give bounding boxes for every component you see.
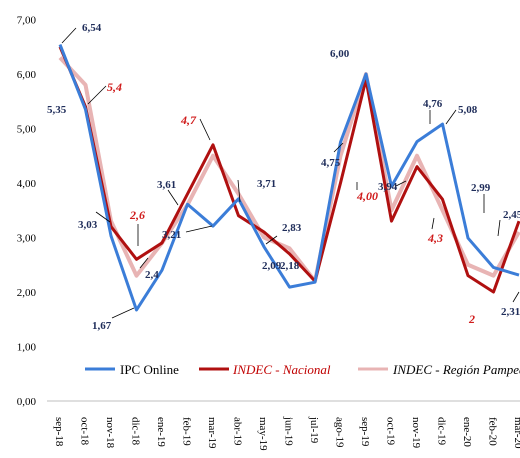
y-tick-label: 4,00: [17, 178, 37, 190]
data-label: 3,71: [257, 178, 276, 190]
x-tick-label: feb-19: [181, 417, 193, 446]
legend-label-indec-nacional: INDEC - Nacional: [232, 362, 331, 377]
data-label: 2,83: [282, 222, 302, 234]
series-line-indec-pampeana: [58, 56, 520, 284]
x-tick-label: dic-19: [436, 417, 448, 446]
x-tick-label: nov-18: [104, 417, 116, 449]
series-lines: [58, 44, 520, 312]
data-label: 4,75: [321, 157, 341, 169]
data-label-leader: [265, 235, 278, 245]
y-tick-label: 6,00: [17, 69, 37, 81]
data-label-leader: [333, 142, 344, 153]
x-tick-label: mar-20: [512, 417, 520, 449]
data-label-leader: [95, 211, 111, 223]
x-tick-label: dic-18: [130, 417, 142, 446]
x-tick-label: jun-19: [283, 416, 295, 446]
data-label: 2,4: [145, 269, 159, 281]
data-label: 4,3: [427, 231, 443, 245]
x-tick-label: ene-19: [155, 417, 167, 447]
data-label: 6,00: [330, 48, 350, 60]
data-label-leader: [512, 291, 520, 303]
y-axis: 0,00 1,00 2,00 3,00 4,00 5,00 6,00 7,00: [17, 15, 37, 409]
data-labels: 6,54 5,35 5,4 3,03 2,6 1,67 2,4 3,61 3,21 4,7 3,71…: [47, 22, 520, 332]
data-label: 5,08: [458, 104, 478, 116]
series-line-ipc-online: [58, 44, 520, 312]
data-label: 3,21: [162, 229, 181, 241]
data-label: 5,4: [107, 80, 122, 94]
y-tick-label: 2,00: [17, 287, 37, 299]
x-tick-label: abr-19: [232, 417, 244, 446]
data-label-leader: [111, 307, 135, 319]
data-label: 2,09: [262, 260, 282, 272]
x-axis: sep-18 oct-18 nov-18 dic-18 ene-19 feb-19 mar-…: [47, 400, 520, 451]
x-tick-label: mar-19: [206, 417, 218, 449]
y-tick-label: 3,00: [17, 233, 37, 245]
data-label: 4,00: [356, 189, 378, 203]
data-label: 3,61: [157, 179, 176, 191]
data-label: 4,7: [180, 113, 197, 127]
x-tick-label: ene-20: [461, 417, 473, 447]
data-label: 2,18: [280, 260, 300, 272]
data-label-leader: [237, 179, 241, 203]
data-label: 2,31: [501, 306, 520, 318]
y-tick-label: 1,00: [17, 342, 37, 354]
data-label-leader: [87, 85, 107, 105]
data-label: 6,54: [82, 22, 102, 34]
legend-label-indec-pampeana: INDEC - Región Pampeana: [392, 362, 520, 377]
y-tick-label: 5,00: [17, 124, 37, 136]
data-label-leader: [61, 27, 77, 44]
data-label-leader: [497, 219, 501, 237]
x-tick-label: may-19: [257, 417, 269, 451]
x-tick-label: sep-19: [359, 417, 371, 447]
x-tick-label: feb-20: [487, 417, 499, 446]
data-label: 1,67: [92, 320, 112, 332]
data-label: 5,35: [47, 104, 67, 116]
data-label-leader: [199, 118, 211, 141]
data-label-leader: [395, 180, 407, 187]
data-label-leader: [167, 189, 179, 206]
series-line-indec-nacional: [58, 46, 520, 294]
legend: IPC Online INDEC - Nacional INDEC - Regi…: [75, 354, 520, 384]
data-label: 2,45: [503, 209, 520, 221]
x-tick-label: jul-19: [308, 416, 320, 444]
x-tick-label: oct-19: [385, 417, 397, 446]
data-label: 3,03: [78, 219, 98, 231]
y-tick-label: 0,00: [17, 396, 37, 408]
data-label: 2,6: [129, 208, 145, 222]
x-tick-label: ago-19: [334, 417, 346, 448]
data-label-leader: [185, 225, 213, 233]
x-tick-label: nov-19: [410, 417, 422, 449]
data-label: 2: [468, 312, 475, 326]
data-label: 3,94: [378, 181, 398, 193]
data-label: 4,76: [423, 98, 443, 110]
data-label-leader: [139, 257, 149, 269]
data-label-leader: [431, 217, 435, 230]
x-tick-label: sep-18: [53, 417, 65, 447]
data-label: 2,99: [471, 182, 491, 194]
legend-label-ipc-online: IPC Online: [120, 362, 179, 377]
legend-background: [75, 354, 520, 384]
x-tick-label: oct-18: [79, 417, 91, 446]
data-label-leader: [445, 109, 457, 125]
y-tick-label: 7,00: [17, 15, 37, 27]
